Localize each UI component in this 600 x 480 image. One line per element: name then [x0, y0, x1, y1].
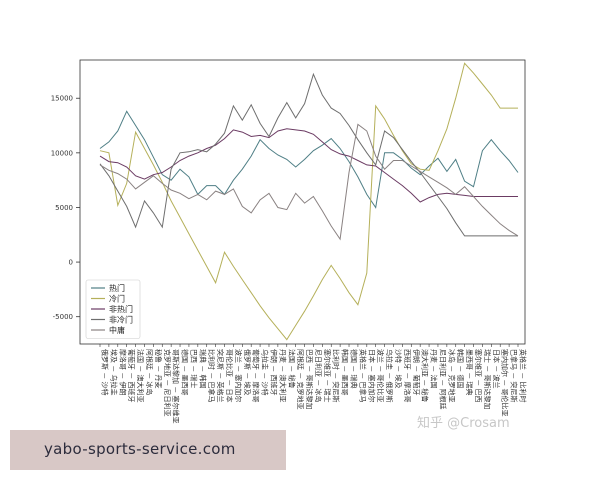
- x-tick-label: 阿根廷 － 冰岛: [145, 349, 154, 395]
- series-lines: [99, 62, 519, 341]
- x-tick-label: 日本 － 波兰: [492, 349, 501, 388]
- x-tick-label: 葡萄牙 － 西班牙: [127, 349, 136, 402]
- x-tick-label: 哥斯达黎加 － 塞尔维亚: [172, 349, 181, 423]
- x-tick-label: 墨西哥 － 瑞典: [465, 349, 474, 395]
- x-tick-label: 埃及 － 乌拉圭: [109, 349, 118, 395]
- series-line-5: [99, 123, 519, 241]
- x-tick-label: 冰岛 － 克罗地亚: [447, 349, 456, 402]
- x-tick-label: 比利时 － 巴拿马: [207, 349, 216, 402]
- legend-label: 非热门: [109, 304, 133, 314]
- x-tick-label: 德国 － 墨西哥: [181, 349, 190, 395]
- x-tick-label: 英格兰 － 比利时: [519, 349, 528, 402]
- x-tick-label: 巴拿马 － 突尼斯: [510, 349, 519, 402]
- x-tick-label: 葡萄牙 － 摩洛哥: [252, 349, 261, 402]
- y-tick-label: 5000: [55, 204, 73, 212]
- x-tick-label: 秘鲁 － 丹麦: [154, 349, 163, 388]
- legend-label: 非冷门: [109, 315, 133, 325]
- x-tick-label: 俄罗斯 － 沙特: [101, 349, 110, 395]
- y-tick-label: -5000: [53, 313, 73, 321]
- x-tick-label: 俄罗斯 － 埃及: [243, 349, 252, 395]
- x-tick-label: 沙特 － 埃及: [394, 349, 403, 388]
- x-tick-label: 西班牙 － 摩洛哥: [403, 349, 412, 402]
- x-tick-label: 塞尔维亚 － 瑞士: [323, 349, 332, 402]
- x-tick-label: 日本 － 塞内加尔: [367, 349, 376, 402]
- legend-box: [85, 279, 141, 339]
- legend-label: 冷门: [109, 294, 125, 304]
- x-tick-label: 突尼斯 － 英格兰: [216, 349, 225, 402]
- x-tick-label: 哥伦比亚 － 日本: [225, 349, 234, 402]
- x-tick-label: 伊朗 － 葡萄牙: [412, 349, 421, 395]
- x-tick-label: 英格兰 － 巴拿马: [358, 349, 367, 402]
- x-tick-label: 比利时 － 突尼斯: [332, 349, 341, 402]
- x-tick-label: 乌拉圭 － 俄罗斯: [385, 349, 394, 402]
- x-tick-label: 巴西 － 哥斯达黎加: [305, 349, 314, 409]
- watermark-text: 知乎 @Crosam: [417, 416, 510, 431]
- x-tick-label: 瑞典 － 韩国: [198, 349, 207, 388]
- x-tick-label: 尼日利亚 － 冰岛: [314, 349, 323, 402]
- y-tick-label: 0: [69, 259, 73, 267]
- x-tick-label: 丹麦 － 澳大利亚: [278, 349, 287, 402]
- x-tick-label: 韩国 － 墨西哥: [341, 349, 350, 395]
- x-tick-label: 德国 － 瑞典: [350, 349, 359, 388]
- plot-area: [79, 59, 526, 345]
- x-tick-label: 波兰 － 哥伦比亚: [376, 349, 385, 402]
- x-tick-label: 阿根廷 － 克罗地亚: [296, 349, 305, 409]
- x-tick-label: 法国 － 澳大利亚: [136, 349, 145, 402]
- y-axis: -5000 0 5000 10000 15000: [51, 95, 80, 321]
- legend-label: 中庸: [109, 325, 125, 335]
- y-tick-label: 15000: [51, 95, 73, 103]
- x-tick-label: 法国 － 秘鲁: [287, 349, 296, 388]
- x-tick-label: 丹麦 － 法国: [430, 349, 439, 388]
- x-tick-label: 韩国 － 德国: [456, 349, 465, 388]
- x-tick-label: 克罗地亚 － 尼日利亚: [163, 349, 172, 416]
- series-line-3: [99, 128, 518, 203]
- x-tick-label: 伊朗 － 西班牙: [269, 349, 278, 395]
- series-line-2: [99, 62, 518, 341]
- x-tick-label: 摩洛哥 － 伊朗: [118, 349, 127, 395]
- legend-label: 热门: [109, 283, 125, 293]
- x-tick-label: 瑞士 － 哥斯达黎加: [483, 349, 492, 409]
- x-axis: 俄罗斯 － 沙特 埃及 － 乌拉圭 摩洛哥 － 伊朗 葡萄牙 － 西班牙 法国 － 澳大…: [99, 344, 528, 423]
- x-tick-label: 澳大利亚 － 秘鲁: [421, 349, 430, 402]
- y-tick-label: 10000: [51, 149, 73, 157]
- footer-link[interactable]: yabo-sports-service.com: [44, 440, 236, 458]
- x-tick-label: 塞尔维亚 － 巴西: [474, 349, 483, 402]
- x-tick-label: 波兰 － 塞内加尔: [234, 349, 243, 402]
- x-tick-label: 尼日利亚 － 阿根廷: [438, 349, 447, 409]
- x-tick-label: 巴西 － 瑞士: [189, 349, 198, 388]
- x-tick-label: 乌拉圭 － 沙特: [261, 349, 270, 395]
- x-tick-label: 塞内加尔 － 哥伦比亚: [501, 349, 510, 416]
- footer-banner: [10, 430, 286, 470]
- series-line-4: [99, 72, 518, 237]
